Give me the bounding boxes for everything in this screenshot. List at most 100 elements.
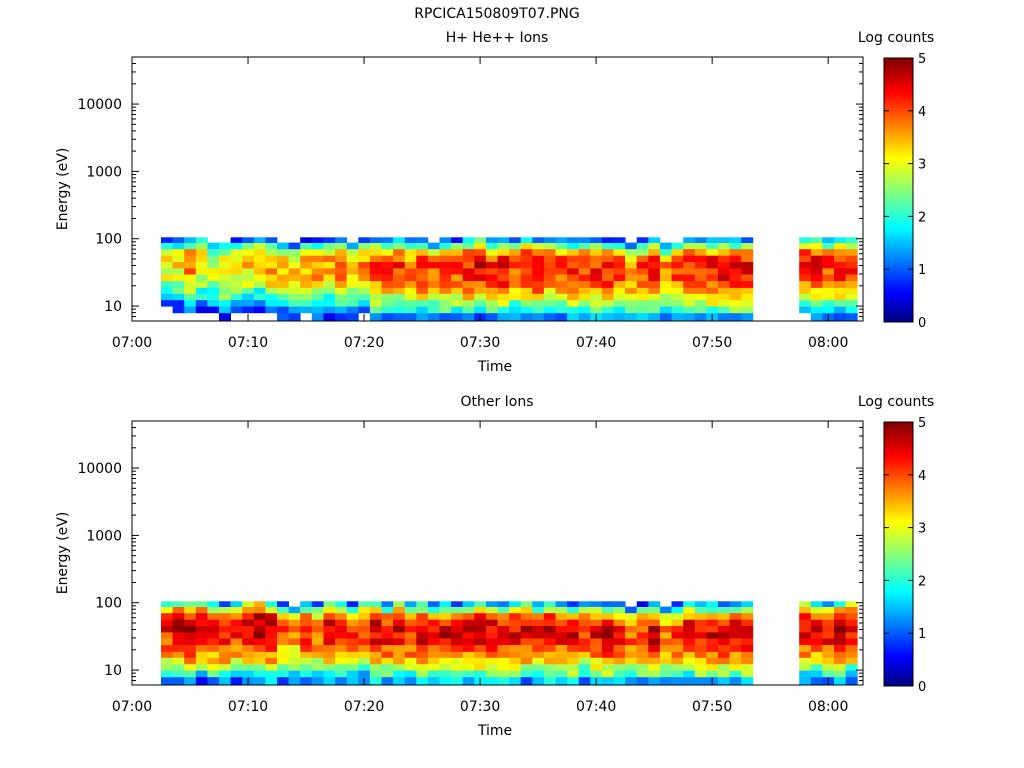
heatmap-cell [578, 306, 591, 314]
heatmap-cell [659, 299, 672, 307]
heatmap-cell [555, 663, 568, 671]
heatmap-cell [567, 632, 580, 639]
heatmap-cell [172, 274, 185, 282]
heatmap-cell [439, 638, 452, 646]
heatmap-cell [311, 261, 324, 269]
heatmap-cell [277, 287, 289, 294]
heatmap-cell [810, 242, 823, 250]
heatmap-cell [207, 287, 220, 294]
heatmap-cell [509, 638, 522, 646]
heatmap-cell [311, 625, 324, 633]
y-axis-label: Energy (eV) [55, 148, 71, 231]
heatmap-cell [323, 625, 336, 633]
heatmap-cell [416, 306, 429, 314]
heatmap-cell [451, 601, 464, 607]
heatmap-cell [404, 612, 417, 620]
heatmap-cell [277, 306, 289, 314]
heatmap-cell [601, 638, 614, 646]
heatmap-cell [683, 242, 696, 250]
heatmap-cell [648, 606, 661, 614]
heatmap-cell [810, 625, 823, 633]
heatmap-cell [184, 268, 197, 275]
heatmap-cell [706, 237, 719, 243]
heatmap-cell [207, 625, 220, 633]
heatmap-cell [161, 242, 173, 250]
heatmap-cell [172, 268, 185, 275]
heatmap-cell [520, 306, 533, 314]
heatmap-cell [439, 663, 452, 671]
heatmap-cell [393, 242, 406, 250]
heatmap-cell [509, 268, 522, 275]
heatmap-cell [845, 651, 858, 658]
heatmap-cell [439, 619, 452, 626]
heatmap-cell [567, 612, 580, 620]
heatmap-cell [671, 299, 684, 307]
heatmap-cell [335, 619, 348, 626]
heatmap-cell [741, 638, 754, 646]
heatmap-cell [648, 261, 661, 269]
heatmap-cell [601, 651, 614, 658]
heatmap-cell [578, 312, 591, 321]
heatmap-cell [277, 632, 289, 639]
heatmap-cell [659, 625, 672, 633]
heatmap-cell [393, 663, 406, 671]
heatmap-cell [300, 237, 313, 243]
heatmap-cell [161, 612, 173, 620]
heatmap-cell [195, 306, 208, 314]
heatmap-cell [729, 606, 742, 614]
heatmap-cell [601, 644, 614, 652]
heatmap-cell [718, 242, 730, 250]
heatmap-cell [416, 663, 429, 671]
heatmap-cell [172, 306, 185, 314]
heatmap-cell [567, 280, 580, 288]
heatmap-cell [404, 293, 417, 301]
heatmap-cell [404, 312, 417, 321]
heatmap-cell [230, 663, 243, 671]
heatmap-cell [532, 670, 545, 678]
heatmap-cell [253, 619, 266, 626]
heatmap-cell [683, 619, 696, 626]
heatmap-cell [253, 612, 266, 620]
heatmap-cell [427, 248, 440, 256]
heatmap-cell [161, 676, 173, 685]
heatmap-cell [416, 237, 429, 243]
heatmap-cell [706, 619, 719, 626]
heatmap-cell [451, 619, 464, 626]
heatmap-cell [822, 293, 835, 301]
heatmap-cell [462, 280, 475, 288]
y-tick-label: 1000 [86, 528, 122, 544]
heatmap-cell [358, 606, 371, 614]
heatmap-cell [416, 248, 429, 256]
heatmap-cell [555, 657, 568, 665]
heatmap-cell [648, 255, 661, 262]
heatmap-cell [195, 274, 208, 282]
heatmap-cell [648, 248, 661, 256]
heatmap-cell [497, 606, 510, 614]
heatmap-cell [451, 632, 464, 639]
heatmap-cell [497, 619, 510, 626]
heatmap-cell [184, 663, 197, 671]
heatmap-cell [393, 632, 406, 639]
heatmap-cell [346, 632, 359, 639]
heatmap-cell [636, 676, 649, 685]
heatmap-cell [659, 612, 672, 620]
heatmap-cell [694, 638, 707, 646]
heatmap-cell [335, 293, 348, 301]
heatmap-cell [253, 676, 266, 685]
heatmap-cell [358, 612, 371, 620]
heatmap-cell [230, 280, 243, 288]
heatmap-cell [393, 606, 406, 614]
heatmap-cell [578, 676, 591, 685]
heatmap-cell [671, 268, 684, 275]
x-tick-label: 07:10 [228, 335, 268, 351]
heatmap-cell [358, 670, 371, 678]
heatmap-cell [253, 242, 266, 250]
heatmap-cell [207, 670, 220, 678]
heatmap-cell [520, 670, 533, 678]
heatmap-cell [404, 280, 417, 288]
heatmap-cell [230, 293, 243, 301]
heatmap-cell [358, 651, 371, 658]
heatmap-cell [219, 619, 231, 626]
heatmap-cell [601, 606, 614, 614]
heatmap-cell [485, 274, 498, 282]
